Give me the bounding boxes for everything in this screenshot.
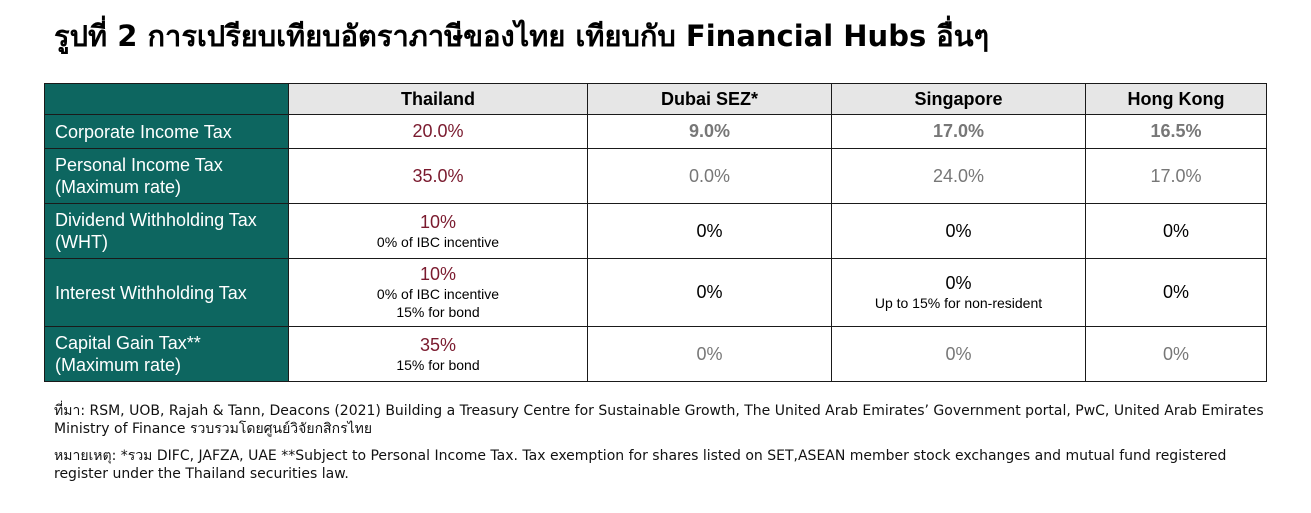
cell-value: 0% bbox=[696, 343, 723, 364]
table-cell: 0.0% bbox=[587, 148, 832, 204]
column-header-hong-kong: Hong Kong bbox=[1085, 83, 1267, 115]
table-cell: 17.0% bbox=[831, 114, 1086, 149]
cell-value: 0% bbox=[1162, 220, 1189, 241]
cell-note: 15% for bond bbox=[396, 356, 480, 373]
cell-note: 0% of IBC incentive bbox=[376, 286, 500, 302]
table-cell: 16.5% bbox=[1085, 114, 1267, 149]
cell-value: 0% bbox=[1162, 343, 1189, 364]
header-corner bbox=[44, 83, 289, 115]
table-cell: 0% bbox=[587, 203, 832, 259]
tax-comparison-table: Thailand Dubai SEZ* Singapore Hong Kong … bbox=[44, 83, 1267, 382]
cell-note: Up to 15% for non-resident bbox=[874, 295, 1043, 311]
cell-value: 17.0% bbox=[932, 121, 985, 141]
source-note: ที่มา: RSM, UOB, Rajah & Tann, Deacons (… bbox=[54, 403, 1264, 437]
table-cell: 0% bbox=[831, 326, 1086, 382]
column-header-thailand: Thailand bbox=[288, 83, 588, 115]
table-cell: 0% bbox=[587, 258, 832, 327]
table-cell: 17.0% bbox=[1085, 148, 1267, 204]
cell-value: 0% bbox=[696, 282, 723, 302]
table-header-row: Thailand Dubai SEZ* Singapore Hong Kong bbox=[44, 83, 1267, 115]
table-cell: 0% Up to 15% for non-resident bbox=[831, 258, 1086, 327]
table-row: Personal Income Tax (Maximum rate) 35.0%… bbox=[44, 148, 1267, 204]
table-cell: 0% bbox=[831, 203, 1086, 259]
table-cell: 35.0% bbox=[288, 148, 588, 204]
row-label: Interest Withholding Tax bbox=[44, 258, 289, 327]
cell-value: 10% bbox=[419, 211, 457, 232]
row-label: Dividend Withholding Tax (WHT) bbox=[44, 203, 289, 259]
table-cell: 9.0% bbox=[587, 114, 832, 149]
table-cell: 24.0% bbox=[831, 148, 1086, 204]
page-title: รูปที่ 2 การเปรียบเทียบอัตราภาษีของไทย เ… bbox=[54, 19, 990, 53]
cell-value: 24.0% bbox=[932, 165, 985, 186]
cell-value: 0% bbox=[945, 343, 972, 364]
table-cell: 20.0% bbox=[288, 114, 588, 149]
cell-value: 0.0% bbox=[688, 165, 731, 186]
row-label: Corporate Income Tax bbox=[44, 114, 289, 149]
cell-value: 0% bbox=[1162, 282, 1189, 302]
cell-value: 0% bbox=[696, 220, 723, 241]
table-cell: 0% bbox=[1085, 326, 1267, 382]
table-cell: 35% 15% for bond bbox=[288, 326, 588, 382]
cell-value: 9.0% bbox=[688, 121, 731, 141]
row-label: Capital Gain Tax** (Maximum rate) bbox=[44, 326, 289, 382]
table-cell: 0% bbox=[1085, 203, 1267, 259]
cell-note: 0% of IBC incentive bbox=[376, 233, 500, 250]
cell-value: 16.5% bbox=[1150, 121, 1202, 141]
cell-value: 0% bbox=[945, 273, 972, 293]
column-header-dubai: Dubai SEZ* bbox=[587, 83, 832, 115]
table-row: Interest Withholding Tax 10% 0% of IBC i… bbox=[44, 258, 1267, 327]
cell-value: 10% bbox=[419, 264, 457, 284]
row-label: Personal Income Tax (Maximum rate) bbox=[44, 148, 289, 204]
table-cell: 10% 0% of IBC incentive 15% for bond bbox=[288, 258, 588, 327]
cell-value: 20.0% bbox=[412, 121, 464, 141]
table-cell: 10% 0% of IBC incentive bbox=[288, 203, 588, 259]
table-row: Corporate Income Tax 20.0% 9.0% 17.0% 16… bbox=[44, 114, 1267, 149]
cell-note: 15% for bond bbox=[396, 304, 480, 320]
column-header-singapore: Singapore bbox=[831, 83, 1086, 115]
table-cell: 0% bbox=[1085, 258, 1267, 327]
cell-value: 0% bbox=[945, 220, 972, 241]
remark-note: หมายเหตุ: *รวม DIFC, JAFZA, UAE **Subjec… bbox=[54, 448, 1227, 482]
table-cell: 0% bbox=[587, 326, 832, 382]
table-row: Capital Gain Tax** (Maximum rate) 35% 15… bbox=[44, 326, 1267, 382]
table-row: Dividend Withholding Tax (WHT) 10% 0% of… bbox=[44, 203, 1267, 259]
cell-value: 35% bbox=[419, 334, 457, 355]
cell-value: 17.0% bbox=[1150, 165, 1202, 186]
cell-value: 35.0% bbox=[412, 165, 464, 186]
